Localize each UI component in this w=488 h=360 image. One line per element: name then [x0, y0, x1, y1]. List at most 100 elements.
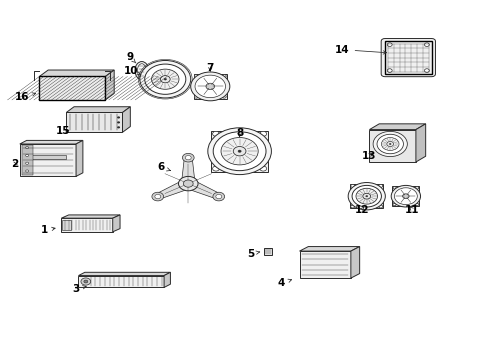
Polygon shape: [415, 124, 425, 162]
Circle shape: [381, 138, 398, 150]
Text: 10: 10: [123, 66, 141, 76]
Circle shape: [238, 150, 241, 152]
Polygon shape: [164, 272, 170, 287]
Bar: [39, 76, 105, 100]
Text: 4: 4: [277, 278, 291, 288]
Circle shape: [392, 187, 395, 189]
Circle shape: [160, 76, 170, 83]
Polygon shape: [105, 70, 114, 100]
Circle shape: [386, 43, 391, 46]
Circle shape: [195, 75, 225, 98]
Bar: [299, 251, 350, 278]
Text: 6: 6: [158, 162, 170, 172]
Circle shape: [26, 170, 28, 172]
Circle shape: [222, 95, 226, 98]
Circle shape: [259, 166, 266, 171]
Circle shape: [117, 116, 120, 118]
Bar: [61, 218, 112, 232]
Circle shape: [207, 128, 271, 175]
Circle shape: [390, 185, 420, 207]
Circle shape: [424, 69, 428, 72]
Polygon shape: [181, 158, 195, 184]
Circle shape: [140, 60, 190, 98]
Bar: [263, 248, 272, 255]
Circle shape: [350, 184, 354, 188]
Circle shape: [415, 187, 418, 189]
Text: 7: 7: [206, 63, 214, 73]
Bar: [369, 130, 415, 162]
Bar: [23, 155, 66, 159]
Circle shape: [347, 183, 385, 210]
Text: 5: 5: [246, 249, 259, 259]
Circle shape: [178, 176, 198, 191]
Bar: [21, 145, 32, 175]
Bar: [349, 184, 383, 208]
Bar: [62, 220, 71, 230]
Circle shape: [259, 131, 266, 136]
Circle shape: [372, 131, 407, 157]
Text: 13: 13: [361, 150, 376, 161]
Ellipse shape: [135, 62, 148, 80]
Circle shape: [194, 75, 198, 78]
Circle shape: [183, 180, 193, 187]
Circle shape: [190, 72, 229, 101]
Text: 16: 16: [15, 92, 36, 102]
Circle shape: [378, 205, 382, 208]
Polygon shape: [369, 124, 425, 130]
Bar: [384, 41, 430, 74]
Circle shape: [164, 78, 166, 80]
Text: 15: 15: [55, 126, 70, 136]
Polygon shape: [61, 215, 120, 218]
Bar: [39, 76, 105, 100]
Circle shape: [362, 193, 370, 199]
Circle shape: [152, 192, 163, 201]
Circle shape: [182, 153, 194, 162]
Text: 2: 2: [11, 159, 18, 169]
Circle shape: [386, 69, 391, 72]
Circle shape: [424, 43, 428, 46]
Circle shape: [213, 132, 265, 171]
Bar: [391, 186, 419, 206]
Circle shape: [155, 194, 161, 199]
Circle shape: [402, 194, 408, 199]
Circle shape: [212, 131, 219, 136]
Bar: [78, 276, 164, 287]
Circle shape: [351, 185, 381, 207]
Polygon shape: [39, 70, 114, 77]
Circle shape: [376, 134, 403, 154]
Ellipse shape: [137, 64, 146, 77]
Circle shape: [221, 138, 258, 165]
Circle shape: [388, 143, 390, 145]
Circle shape: [151, 69, 179, 89]
Circle shape: [350, 205, 354, 208]
Text: 14: 14: [334, 45, 386, 55]
Polygon shape: [350, 247, 359, 278]
Circle shape: [415, 203, 418, 206]
Text: 1: 1: [41, 225, 55, 235]
Text: 11: 11: [404, 204, 419, 215]
Bar: [20, 144, 76, 176]
Text: 12: 12: [354, 204, 368, 215]
Circle shape: [26, 154, 28, 157]
Circle shape: [233, 147, 245, 156]
Circle shape: [117, 126, 120, 129]
Polygon shape: [299, 247, 359, 251]
Polygon shape: [112, 215, 120, 232]
Circle shape: [26, 162, 28, 164]
Text: 8: 8: [236, 128, 243, 138]
Circle shape: [205, 83, 214, 90]
Circle shape: [212, 166, 219, 171]
Circle shape: [194, 95, 198, 98]
Circle shape: [26, 147, 28, 149]
Circle shape: [212, 192, 224, 201]
Polygon shape: [66, 107, 130, 112]
Polygon shape: [76, 140, 82, 176]
Circle shape: [394, 188, 416, 204]
Polygon shape: [122, 107, 130, 132]
Circle shape: [81, 278, 91, 285]
Circle shape: [222, 75, 226, 78]
Polygon shape: [184, 179, 220, 199]
Circle shape: [392, 203, 395, 206]
Circle shape: [386, 141, 393, 147]
Text: 3: 3: [72, 284, 86, 294]
